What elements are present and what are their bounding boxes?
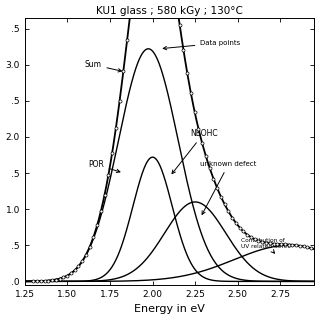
Text: unknown defect: unknown defect (200, 161, 257, 214)
Text: Contribution of
UV related defec: Contribution of UV related defec (241, 238, 291, 253)
Text: Sum: Sum (84, 60, 122, 72)
Text: NBOHC: NBOHC (172, 129, 218, 174)
Text: Data points: Data points (163, 40, 241, 50)
Title: KU1 glass ; 580 kGy ; 130°C: KU1 glass ; 580 kGy ; 130°C (96, 5, 243, 16)
X-axis label: Energy in eV: Energy in eV (134, 304, 205, 315)
Text: POR: POR (88, 160, 120, 172)
